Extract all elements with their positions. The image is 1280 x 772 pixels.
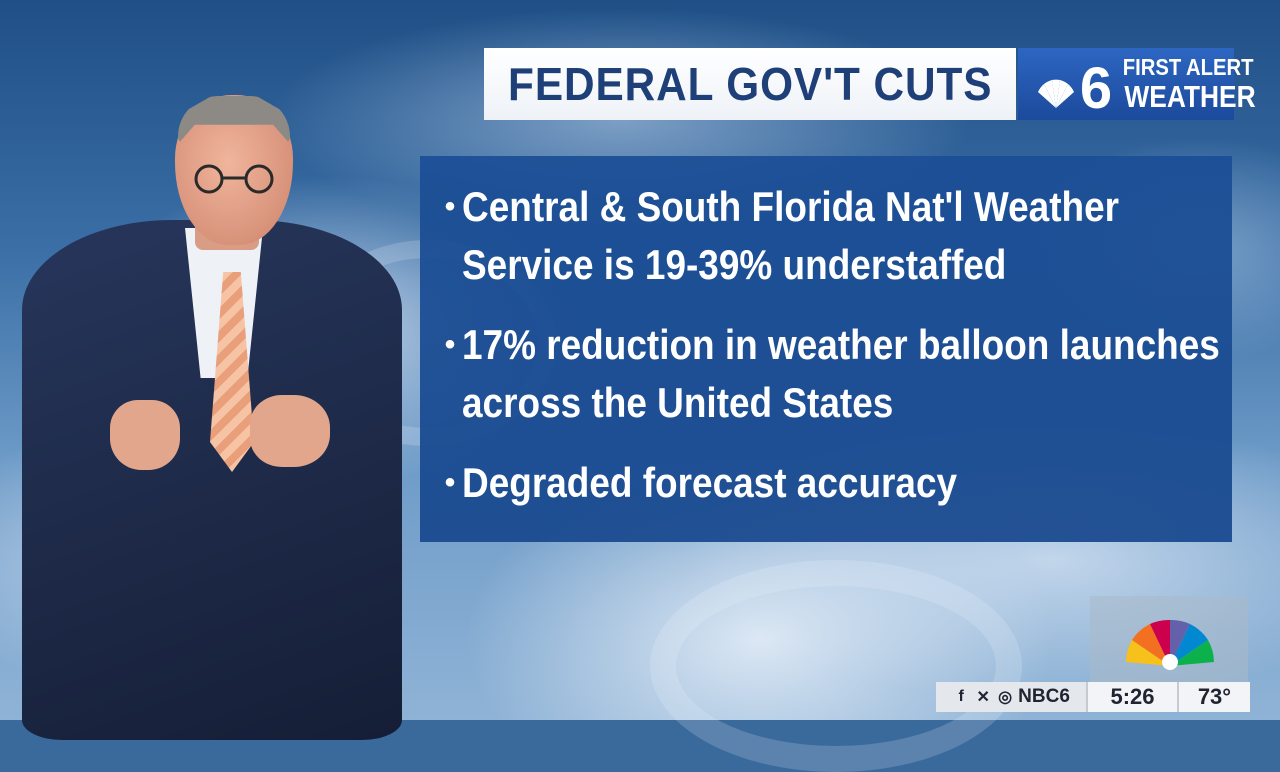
presenter-left-hand — [110, 400, 180, 470]
bottom-ticker: f ✕ ◎ NBC6 5:26 73° — [936, 682, 1250, 712]
presenter — [0, 0, 420, 740]
x-icon: ✕ — [976, 689, 990, 706]
bullet-text: 17% reduction in weather balloon launche… — [462, 321, 1220, 426]
presenter-glasses — [194, 164, 274, 194]
bullet-dot: • — [444, 190, 456, 223]
bullet-text: Central & South Florida Nat'l Weather Se… — [462, 183, 1120, 288]
bullet-item: • 17% reduction in weather balloon launc… — [438, 316, 1220, 432]
bullet-dot: • — [444, 466, 456, 499]
social-handle: f ✕ ◎ NBC6 — [936, 682, 1087, 712]
brand-line-weather: WEATHER — [1124, 79, 1256, 114]
headline-title: FEDERAL GOV'T CUTS — [507, 58, 993, 110]
bullet-item: • Central & South Florida Nat'l Weather … — [438, 178, 1212, 294]
headline-bar: FEDERAL GOV'T CUTS — [484, 48, 1016, 120]
bullet-text: Degraded forecast accuracy — [462, 459, 958, 506]
bullet-dot: • — [444, 328, 456, 361]
channel-number: 6 — [1080, 58, 1112, 112]
first-alert-weather-brand: 6 FIRST ALERT WEATHER — [1018, 48, 1256, 120]
nbc-peacock-icon — [1126, 619, 1214, 670]
brand-text: FIRST ALERT WEATHER — [1116, 54, 1256, 114]
clock-time: 5:26 — [1086, 682, 1177, 712]
nbc-peacock-6-icon: 6 — [1038, 58, 1112, 112]
brand-line-first-alert: FIRST ALERT — [1122, 54, 1254, 80]
bullet-panel: • Central & South Florida Nat'l Weather … — [420, 156, 1232, 542]
presenter-right-hand — [250, 395, 330, 467]
cloud-swirl — [650, 560, 1022, 772]
current-temperature: 73° — [1176, 682, 1250, 712]
bullet-item: • Degraded forecast accuracy — [438, 454, 1212, 512]
facebook-icon: f — [958, 688, 964, 705]
social-handle-text: NBC6 — [1018, 686, 1070, 707]
nbc-logo-bug — [1090, 596, 1248, 682]
instagram-icon: ◎ — [998, 689, 1013, 706]
